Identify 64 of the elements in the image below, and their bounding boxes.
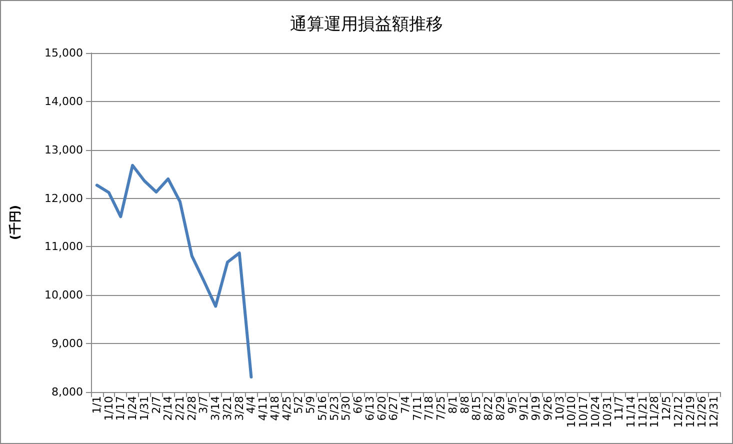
x-tick-label: 2/21 — [174, 396, 187, 421]
x-tick-label: 7/18 — [422, 396, 436, 421]
x-tick-label: 7/4 — [399, 396, 412, 414]
x-tick-label: 9/19 — [530, 396, 543, 421]
x-tick-label: 10/10 — [565, 396, 578, 428]
x-tick-label: 5/30 — [340, 396, 353, 421]
y-tick-label: 8,000 — [52, 386, 83, 398]
x-tick-label: 4/4 — [244, 396, 258, 414]
x-tick-label: 12/31 — [708, 396, 721, 428]
x-tick-label: 6/13 — [363, 396, 376, 421]
x-tick-label: 8/29 — [494, 396, 507, 421]
x-tick-label: 10/3 — [553, 396, 566, 421]
x-tick-label: 12/12 — [672, 396, 685, 428]
x-tick-label: 3/21 — [220, 396, 234, 421]
x-tick-label: 8/22 — [482, 396, 496, 421]
x-tick-label: 12/19 — [684, 396, 697, 428]
x-tick-label: 11/21 — [636, 396, 650, 428]
x-tick-label: 3/28 — [232, 396, 246, 421]
x-tick-label: 3/14 — [209, 396, 222, 421]
x-tick-label: 8/8 — [458, 396, 472, 414]
y-tick-label: 10,000 — [44, 288, 83, 302]
x-tick-label: 9/26 — [541, 396, 554, 421]
x-tick-label: 8/15 — [470, 396, 484, 421]
x-tick-label: 11/28 — [648, 396, 662, 428]
y-tick-label: 14,000 — [44, 94, 83, 108]
x-tick-label: 10/31 — [600, 396, 614, 428]
x-tick-label: 1/24 — [126, 396, 140, 421]
x-tick-label: 5/16 — [316, 396, 329, 421]
x-tick-label: 11/7 — [612, 396, 626, 421]
x-tick-label: 1/10 — [102, 396, 116, 421]
x-tick-label: 7/25 — [434, 396, 448, 421]
x-tick-label: 12/5 — [660, 396, 674, 421]
x-tick-label: 5/9 — [304, 396, 318, 414]
y-axis-title: (千円) — [8, 205, 22, 240]
y-tick-label: 15,000 — [44, 46, 83, 60]
x-tick-label: 9/12 — [518, 396, 531, 421]
x-tick-label: 5/23 — [328, 396, 341, 421]
y-tick-label: 9,000 — [52, 337, 83, 350]
y-tick-label: 11,000 — [44, 240, 83, 254]
x-tick-label: 5/2 — [292, 396, 306, 414]
x-tick-label: 7/11 — [410, 396, 424, 421]
y-tick-label: 13,000 — [44, 143, 83, 156]
x-tick-label: 4/18 — [268, 396, 282, 421]
x-tick-label: 10/17 — [577, 396, 590, 428]
x-tick-label: 8/1 — [446, 396, 460, 414]
x-tick-label: 9/5 — [506, 396, 519, 414]
x-tick-label: 2/7 — [150, 396, 163, 414]
chart-title: 通算運用損益額推移 — [290, 14, 443, 34]
x-tick-label: 1/1 — [90, 396, 104, 414]
x-tick-label: 10/24 — [588, 396, 602, 428]
x-tick-label: 1/31 — [138, 396, 151, 421]
x-tick-label: 11/14 — [624, 396, 638, 428]
x-tick-label: 4/11 — [256, 396, 270, 421]
x-tick-label: 6/6 — [352, 396, 365, 414]
x-tick-label: 6/27 — [387, 396, 400, 421]
x-tick-label: 12/26 — [696, 396, 709, 428]
line-series — [95, 164, 253, 378]
x-tick-label: 1/17 — [114, 396, 128, 421]
x-tick-label: 3/7 — [197, 396, 210, 414]
x-tick-label: 4/25 — [280, 396, 294, 421]
y-tick-label: 12,000 — [44, 192, 83, 205]
x-tick-label: 2/28 — [185, 396, 198, 421]
x-tick-label: 6/20 — [375, 396, 388, 421]
x-tick-label: 2/14 — [162, 396, 175, 421]
